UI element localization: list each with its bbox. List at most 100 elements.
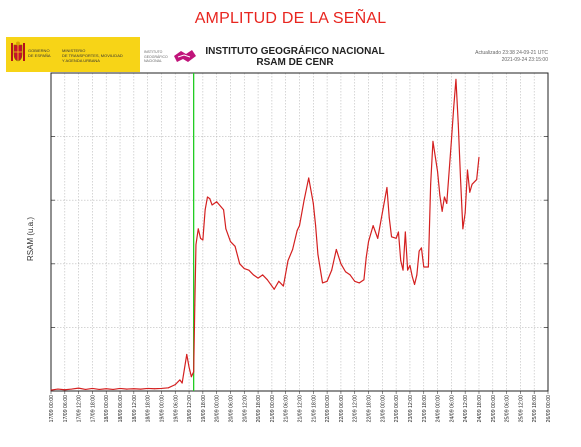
series-point xyxy=(183,368,185,370)
axes xyxy=(50,72,549,394)
series-point xyxy=(287,260,289,262)
x-tick-label: 20/09 12:00 xyxy=(242,395,248,423)
series-point xyxy=(340,263,342,265)
x-tick-label: 17/09 00:00 xyxy=(49,395,55,423)
series-point xyxy=(354,280,356,282)
series-point xyxy=(326,280,328,282)
series-point xyxy=(476,179,478,181)
series-point xyxy=(234,245,236,247)
updated-timestamp: Actualizado 23:38 24-09-21 UTC xyxy=(475,50,548,56)
chart-title-block: INSTITUTO GEOGRÁFICO NACIONAL RSAM DE CE… xyxy=(185,46,405,68)
series-point xyxy=(154,388,156,390)
series-point xyxy=(443,196,445,198)
series-point xyxy=(248,269,250,271)
series-point xyxy=(126,388,128,390)
series-point xyxy=(188,366,190,368)
series-point xyxy=(466,169,468,171)
series-point xyxy=(411,276,413,278)
series-point xyxy=(464,212,466,214)
series-point xyxy=(358,282,360,284)
series-point xyxy=(204,209,206,211)
x-tick-label: 19/09 00:00 xyxy=(159,395,165,423)
x-tick-label: 22/09 18:00 xyxy=(367,395,373,423)
ign-logo: INSTITUTO GEOGRÁFICO NACIONAL xyxy=(141,37,201,72)
series-point xyxy=(407,269,409,271)
series-point xyxy=(211,204,213,206)
series-point xyxy=(57,388,59,390)
series-point xyxy=(471,183,473,185)
series-point xyxy=(202,239,204,241)
series-point xyxy=(317,253,319,255)
series-point xyxy=(462,228,464,230)
series-point xyxy=(420,247,422,249)
chart-title: INSTITUTO GEOGRÁFICO NACIONAL xyxy=(205,46,385,57)
series-point xyxy=(271,285,273,287)
ministry-label: MINISTERIO DE TRANSPORTES, MOVILIDAD Y A… xyxy=(62,48,123,63)
range-timestamp: 2021-09-24 23:15:00 xyxy=(501,57,548,63)
series-point xyxy=(179,379,181,381)
x-tick-label: 22/09 06:00 xyxy=(339,395,345,423)
series-point xyxy=(98,388,100,390)
x-tick-label: 21/09 18:00 xyxy=(311,395,317,423)
series-point xyxy=(402,269,404,271)
series-point xyxy=(404,231,406,233)
series-point xyxy=(119,387,121,389)
government-logo: GOBIERNO DE ESPAÑA MINISTERIO DE TRANSPO… xyxy=(6,37,140,72)
series-point xyxy=(453,107,455,109)
x-tick-label: 19/09 18:00 xyxy=(201,395,207,423)
x-tick-label: 17/09 18:00 xyxy=(90,395,96,423)
series-point xyxy=(200,237,202,239)
grid xyxy=(51,73,548,391)
government-label: GOBIERNO DE ESPAÑA xyxy=(28,48,51,58)
series-point xyxy=(478,156,480,158)
series-point xyxy=(105,388,107,390)
series-point xyxy=(322,282,324,284)
series-point xyxy=(195,244,197,246)
series-point xyxy=(455,78,457,80)
series-point xyxy=(299,225,300,227)
x-tick-label: 19/09 06:00 xyxy=(173,395,179,423)
series-point xyxy=(381,212,383,214)
series-point xyxy=(308,177,310,179)
x-tick-label: 20/09 00:00 xyxy=(215,395,221,423)
x-tick-label: 18/09 06:00 xyxy=(118,395,124,423)
series-point xyxy=(197,228,199,230)
series-point xyxy=(363,279,365,281)
series-point xyxy=(209,198,211,200)
x-tick-label: 23/09 12:00 xyxy=(408,395,414,423)
series-point xyxy=(193,371,195,373)
x-tick-label: 25/09 06:00 xyxy=(505,395,511,423)
series-point xyxy=(167,387,169,389)
series-point xyxy=(225,228,227,230)
series-point xyxy=(133,388,135,390)
x-tick-label: 20/09 06:00 xyxy=(228,395,234,423)
series-point xyxy=(423,266,425,268)
ign-label: INSTITUTO GEOGRÁFICO NACIONAL xyxy=(144,50,168,63)
series-point xyxy=(345,271,347,273)
series-point xyxy=(266,279,268,281)
series-point xyxy=(296,229,298,231)
series xyxy=(50,73,480,391)
series-point xyxy=(282,285,284,287)
series-point xyxy=(50,389,52,391)
x-tick-label: 21/09 00:00 xyxy=(270,395,276,423)
update-info: Actualizado 23:38 24-09-21 UTC 2021-09-2… xyxy=(440,50,548,64)
series-point xyxy=(252,274,254,276)
series-point xyxy=(312,202,314,204)
x-tick-label: 26/09 00:00 xyxy=(546,395,552,423)
series-point xyxy=(388,217,390,219)
series-point xyxy=(441,210,443,212)
x-tick-label: 23/09 06:00 xyxy=(394,395,400,423)
series-point xyxy=(181,382,183,384)
y-axis-label: RSAM (u.a.) xyxy=(26,217,35,261)
series-point xyxy=(418,250,420,252)
series-point xyxy=(257,277,259,279)
series-point xyxy=(400,260,402,262)
chart-subtitle: RSAM DE CENR xyxy=(256,57,334,68)
series-point xyxy=(414,283,416,285)
series-point xyxy=(331,269,333,271)
series-point xyxy=(303,199,305,201)
ign-logo-icon xyxy=(174,50,196,62)
page-title: AMPLITUD DE LA SEÑAL xyxy=(194,10,387,27)
